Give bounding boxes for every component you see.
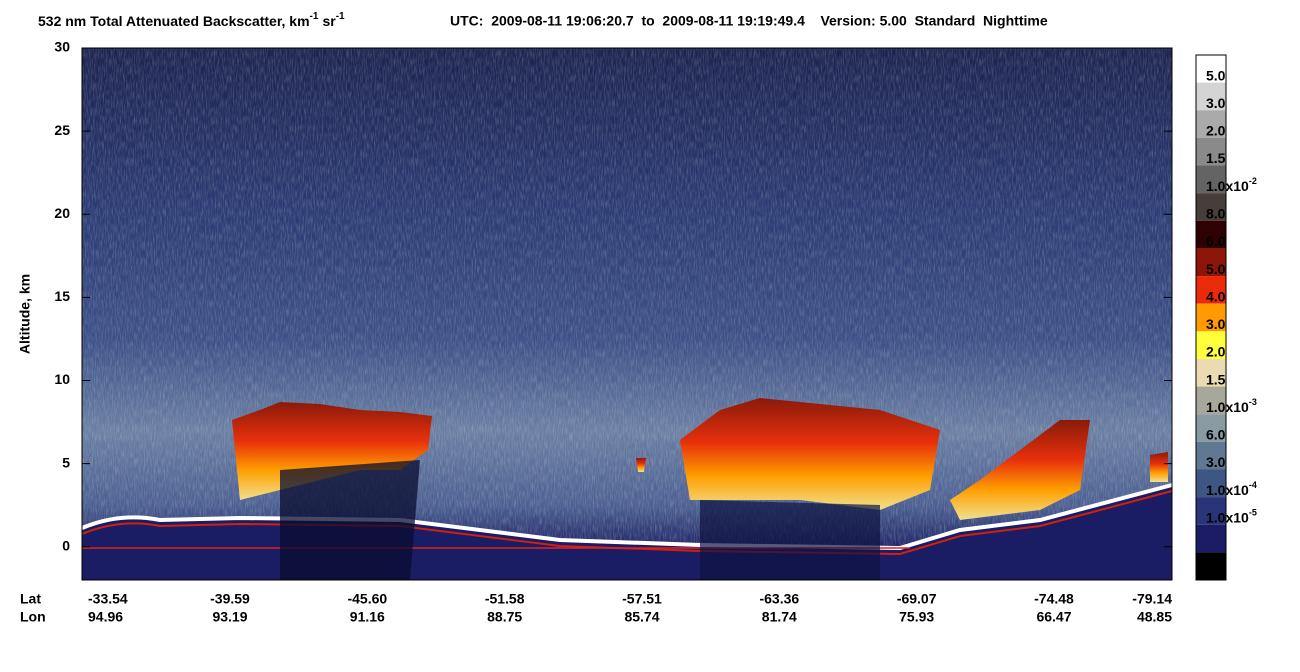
title-main: 532 nm Total Attenuated Backscatter, km xyxy=(38,13,310,29)
colorbar-label-base: 1.0x10 xyxy=(1206,482,1249,498)
shadow xyxy=(700,500,880,580)
x-tick-label: 88.75 xyxy=(487,609,522,625)
colorbar-label: 8.0 xyxy=(1206,205,1226,221)
colorbar-swatch xyxy=(1196,82,1226,111)
colorbar-swatch xyxy=(1196,441,1226,470)
x-tick-label: -39.59 xyxy=(210,591,250,607)
colorbar-label-base: 1.0x10 xyxy=(1206,178,1249,194)
colorbar-swatch xyxy=(1196,110,1226,138)
title-sup: -1 xyxy=(336,11,345,22)
colorbar-label: 1.0x10-4 xyxy=(1206,480,1257,497)
x-tick-label: -45.60 xyxy=(347,591,387,607)
colorbar-label: 6.0 xyxy=(1206,427,1226,443)
x-tick-label: -69.07 xyxy=(897,591,937,607)
colorbar-label: 4.0 xyxy=(1206,288,1226,304)
colorbar-label: 1.5 xyxy=(1206,371,1226,387)
title-unit: sr xyxy=(322,13,336,29)
y-tick-label: 0 xyxy=(62,537,70,553)
colorbar-label-exp: -3 xyxy=(1249,398,1257,408)
x-tick-label: 93.19 xyxy=(212,609,247,625)
colorbar-label: 6.0 xyxy=(1206,233,1226,249)
colorbar-label: 5.0 xyxy=(1206,67,1226,83)
colorbar-swatch xyxy=(1196,193,1226,221)
subtitle: UTC: 2009-08-11 19:06:20.7 to 2009-08-11… xyxy=(450,13,1048,29)
curtain-image xyxy=(81,48,1173,580)
x-tick-label: 94.96 xyxy=(88,609,123,625)
cloud xyxy=(950,420,1090,520)
y-axis-label: Altitude, km xyxy=(17,274,33,354)
colorbar-swatch xyxy=(1196,469,1226,498)
colorbar-label: 2.0 xyxy=(1206,123,1226,139)
x-tick-label: 66.47 xyxy=(1036,609,1071,625)
colorbar-swatch xyxy=(1196,276,1226,304)
x-tick-label: -63.36 xyxy=(759,591,799,607)
colorbar-swatch xyxy=(1196,137,1226,166)
title-text: 532 nm Total Attenuated Backscatter, km-… xyxy=(38,11,345,29)
cloud xyxy=(680,398,940,510)
colorbar-swatch xyxy=(1196,55,1226,83)
x-tick-label: 91.16 xyxy=(350,609,385,625)
colorbar-label: 3.0 xyxy=(1206,316,1226,332)
y-tick-label: 25 xyxy=(54,122,70,138)
shadow xyxy=(280,460,420,580)
x-row-label: Lon xyxy=(20,609,46,625)
x-tick-label: 75.93 xyxy=(899,609,934,625)
x-tick-label: 85.74 xyxy=(624,609,659,625)
x-tick-label: -51.58 xyxy=(485,591,525,607)
colorbar-swatch xyxy=(1196,552,1226,580)
x-tick-label: -33.54 xyxy=(88,591,128,607)
colorbar-swatch xyxy=(1196,386,1226,415)
colorbar-label: 3.0 xyxy=(1206,454,1226,470)
colorbar-swatch xyxy=(1196,248,1226,277)
y-tick-label: 30 xyxy=(54,39,70,55)
colorbar-label: 1.0x10-2 xyxy=(1206,177,1257,194)
cloud xyxy=(1150,452,1168,482)
colorbar-swatch xyxy=(1196,165,1226,194)
colorbar-swatch xyxy=(1196,331,1226,359)
colorbar-label-exp: -4 xyxy=(1249,480,1257,490)
colorbar-label-exp: -2 xyxy=(1249,177,1257,187)
x-tick-label: 81.74 xyxy=(762,609,797,625)
title-sup: -1 xyxy=(310,11,319,22)
x-tick-label: 48.85 xyxy=(1137,609,1172,625)
x-row-label: Lat xyxy=(20,591,41,607)
title: 532 nm Total Attenuated Backscatter, km-… xyxy=(38,11,1048,29)
colorbar-label-exp: -5 xyxy=(1249,508,1257,518)
colorbar-swatch xyxy=(1196,358,1226,387)
colorbar-label-base: 1.0x10 xyxy=(1206,399,1249,415)
y-tick-label: 10 xyxy=(54,371,70,387)
colorbar-label-base: 1.0x10 xyxy=(1206,509,1249,525)
y-tick-label: 5 xyxy=(62,454,70,470)
colorbar-label: 1.0x10-5 xyxy=(1206,508,1257,525)
cloud xyxy=(636,458,646,472)
x-tick-label: -74.48 xyxy=(1034,591,1074,607)
x-tick-label: -79.14 xyxy=(1132,591,1172,607)
colorbar-label: 3.0 xyxy=(1206,95,1226,111)
colorbar-swatch xyxy=(1196,524,1226,553)
colorbar-swatch xyxy=(1196,220,1226,249)
colorbar-label: 1.0x10-3 xyxy=(1206,398,1257,415)
y-tick-label: 20 xyxy=(54,205,70,221)
y-tick-label: 15 xyxy=(54,288,70,304)
plot-frame xyxy=(81,47,1173,581)
colorbar-label: 5.0 xyxy=(1206,261,1226,277)
colorbar-swatch xyxy=(1196,497,1226,525)
colorbar-swatch xyxy=(1196,303,1226,332)
colorbar-label: 2.0 xyxy=(1206,344,1226,360)
x-tick-label: -57.51 xyxy=(622,591,662,607)
colorbar-frame xyxy=(1195,54,1227,581)
colorbar-swatch xyxy=(1196,414,1226,442)
colorbar-label: 1.5 xyxy=(1206,150,1226,166)
